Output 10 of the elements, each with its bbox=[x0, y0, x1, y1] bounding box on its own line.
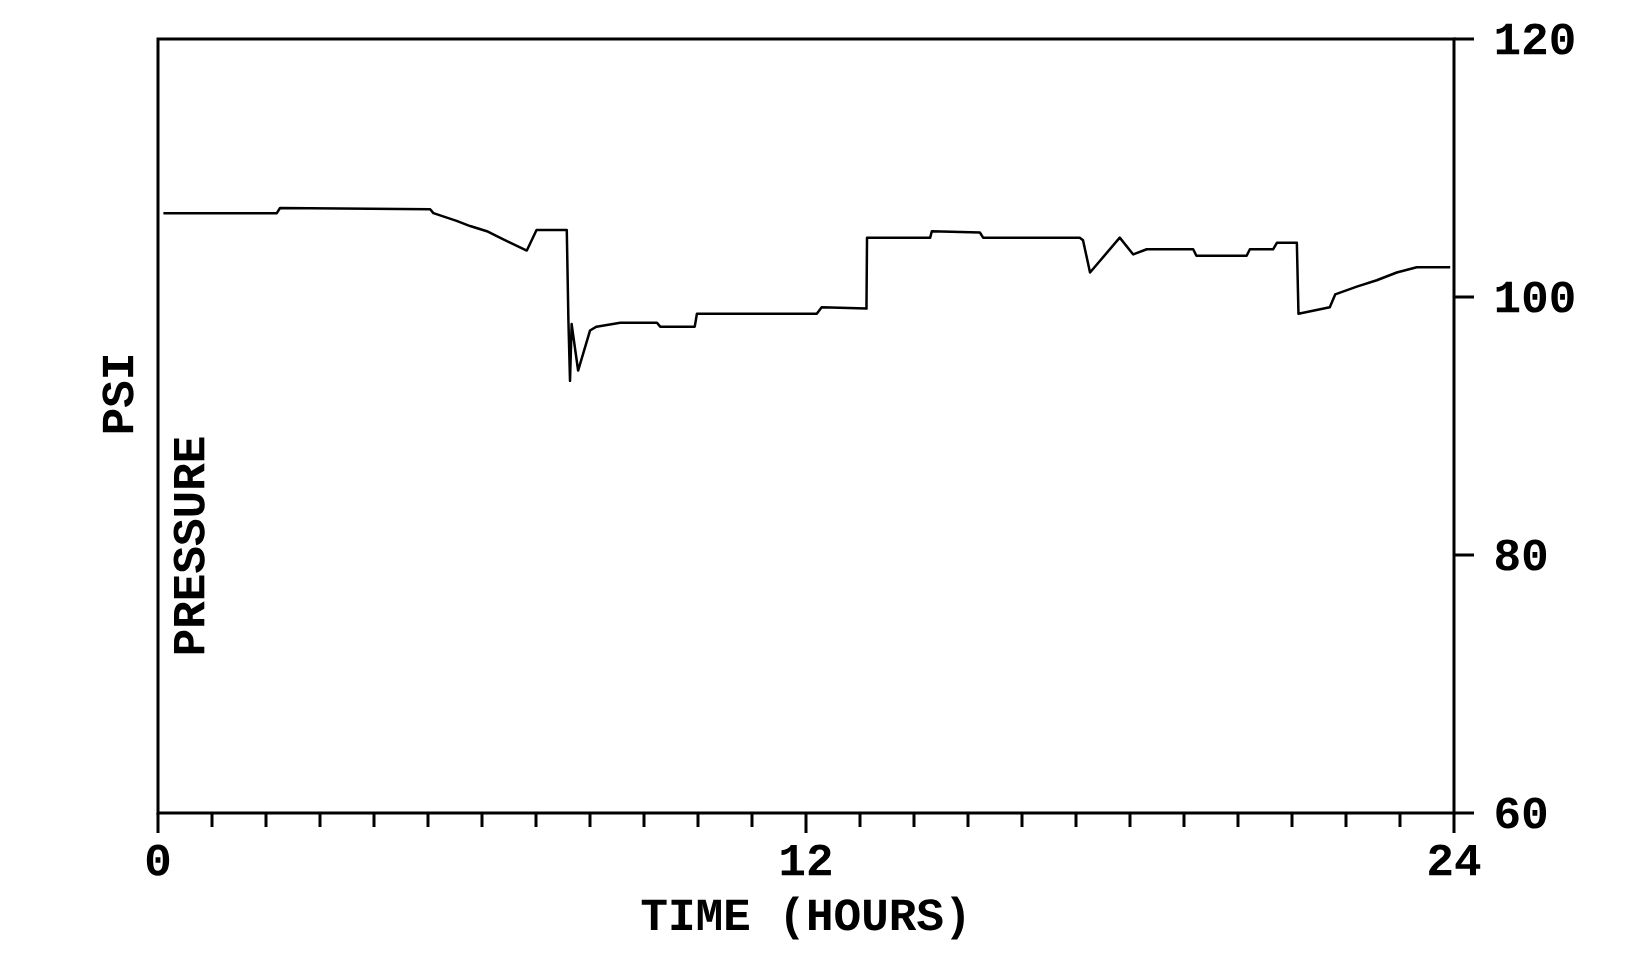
y-tick-label: 60 bbox=[1496, 797, 1547, 829]
text: PSI bbox=[102, 356, 134, 433]
y-tick-label: 120 bbox=[1496, 23, 1574, 55]
x-tick-label: 12 bbox=[781, 844, 831, 876]
y-tick-label: 80 bbox=[1495, 539, 1547, 571]
y-tick-label: 100 bbox=[1496, 281, 1574, 313]
x-axis-title: TIME (HOURS) bbox=[641, 896, 964, 940]
x-tick-label: 0 bbox=[146, 844, 170, 876]
y-axis-title: PRESSURE bbox=[173, 437, 205, 654]
x-tick-label: 24 bbox=[1429, 844, 1481, 876]
